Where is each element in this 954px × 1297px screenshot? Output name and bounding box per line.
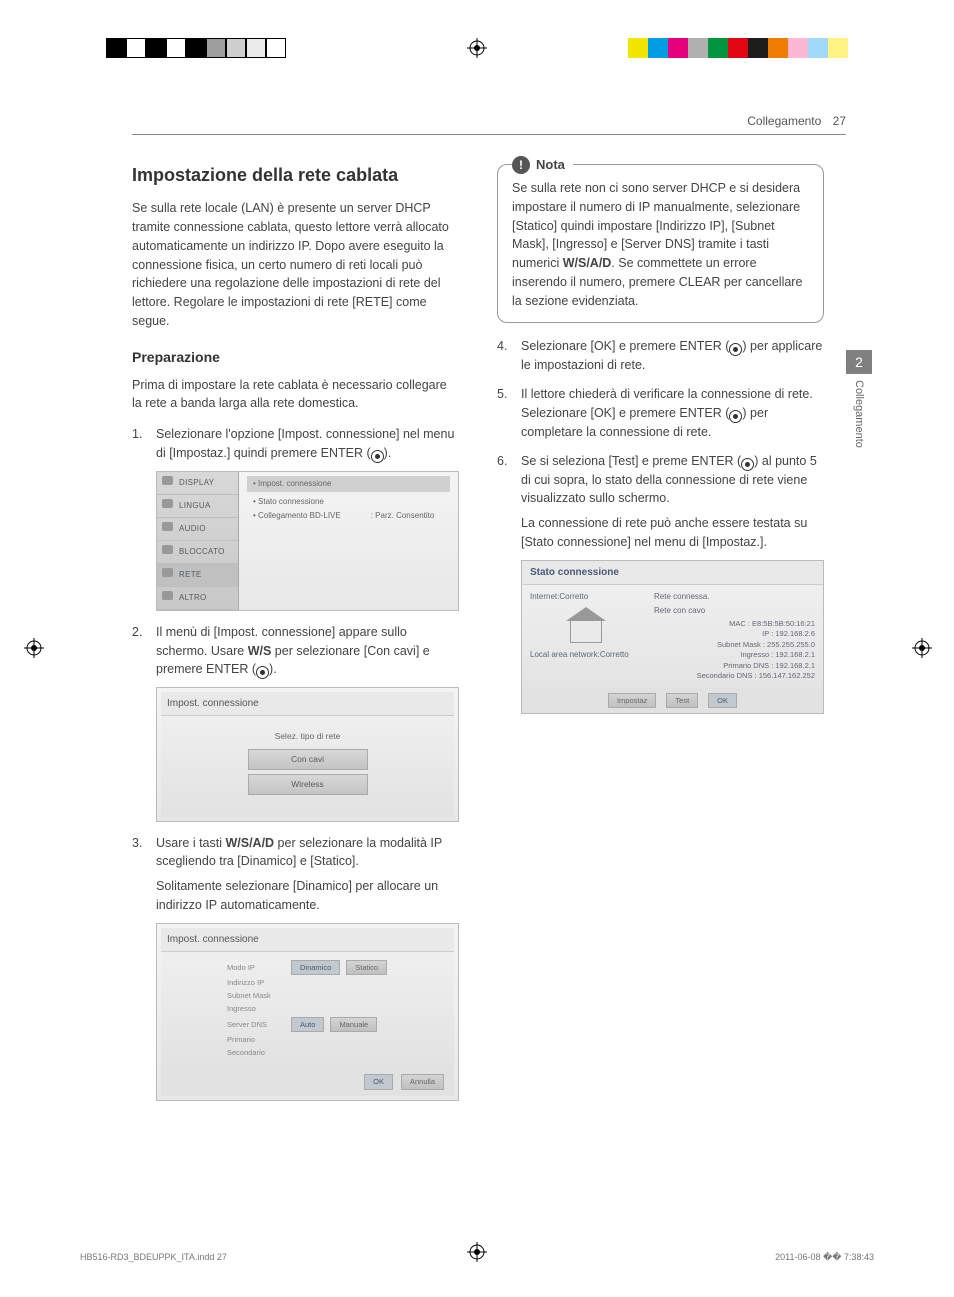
status-ip: IP : 192.168.2.6 [654, 629, 815, 640]
status-dns1: Primario DNS : 192.168.2.1 [654, 661, 815, 672]
enter-icon [729, 410, 742, 423]
reg-mark-right [912, 638, 932, 663]
print-marks [0, 38, 954, 60]
ui-dialog-caption: Selez. tipo di rete [171, 730, 444, 743]
step-3-text-a: Usare i tasti [156, 836, 225, 850]
ui-ip-decoration [171, 960, 219, 1032]
ui-settings-button: Impostaz [608, 693, 656, 708]
step-5-text-a: Il lettore chiederà di verificare la con… [521, 387, 813, 420]
ui-dialog-title: Impost. connessione [161, 692, 454, 716]
side-tab-label: Collegamento [853, 374, 865, 454]
note-box: ! Nota Se sulla rete non ci sono server … [497, 164, 824, 323]
side-tab: 2 Collegamento [846, 350, 872, 459]
ui-option-wired: Con cavi [248, 749, 368, 770]
ui-settings-menu: DISPLAYLINGUAAUDIOBLOCCATORETEALTRO • Im… [156, 471, 459, 611]
header-section: Collegamento [747, 114, 821, 128]
ui-status-right: Rete connessa. Rete con cavo MAC : E8:5B… [654, 591, 815, 682]
step-6-text-a: Se si seleziona [Test] e preme ENTER ( [521, 454, 741, 468]
ui-status-body: Internet:Corretto Local area network:Cor… [522, 585, 823, 688]
ui-status-title: Stato connessione [522, 561, 823, 585]
ui-test-button: Test [666, 693, 698, 708]
step-3: Usare i tasti W/S/A/D per selezionare la… [132, 834, 459, 1101]
steps-list-left: Selezionare l'opzione [Impost. connessio… [132, 425, 459, 1101]
prep-para: Prima di impostare la rete cablata è nec… [132, 376, 459, 414]
side-tab-number: 2 [846, 350, 872, 374]
status-dns2: Secondario DNS : 156.147.162.252 [654, 671, 815, 682]
ui-menu-content: • Impost. connessione • Stato connession… [239, 472, 458, 610]
step-1-text-b: ). [384, 446, 392, 460]
ui-cancel-button: Annulla [401, 1074, 444, 1089]
footer-left: HB516-RD3_BDEUPPK_ITA.indd 27 [80, 1252, 227, 1263]
note-badge: ! Nota [512, 155, 573, 175]
step-4: Selezionare [OK] e premere ENTER () per … [497, 337, 824, 375]
note-label: Nota [536, 155, 565, 175]
ui-dialog-body: Selez. tipo di rete Con cavi Wireless [161, 716, 454, 816]
step-6-para2: La connessione di rete può anche essere … [521, 514, 824, 552]
status-lan: Local area network:Corretto [530, 649, 640, 661]
step-1-text-a: Selezionare l'opzione [Impost. connessio… [156, 427, 454, 460]
ui-ip-footer: OK Annulla [161, 1070, 454, 1095]
reg-bars-left [106, 38, 286, 58]
enter-icon [729, 343, 742, 356]
ui-connection-status: Stato connessione Internet:Corretto Loca… [521, 560, 824, 714]
step-4-text-a: Selezionare [OK] e premere ENTER ( [521, 339, 729, 353]
arrow-icons: W/S/A/D [225, 836, 274, 850]
ui-connection-type-dialog: Impost. connessione Selez. tipo di rete … [156, 687, 459, 821]
house-icon [562, 609, 608, 643]
ui-menu-row: • Collegamento BD-LIVE : Parz. Consentito [247, 509, 450, 523]
ui-ip-body: Modo IPDinamicoStaticoIndirizzo IPSubnet… [161, 952, 454, 1071]
header-page-number: 27 [833, 114, 846, 128]
right-column: ! Nota Se sulla rete non ci sono server … [497, 164, 824, 1113]
step-2: Il menù di [Impost. connessione] appare … [132, 623, 459, 822]
status-mac: MAC : E8:5B:5B:50:16:21 [654, 619, 815, 630]
status-mask: Subnet Mask : 255.255.255.0 [654, 640, 815, 651]
ui-row-2b: : Parz. Consentito [371, 510, 435, 522]
ui-menu-row: • Stato connessione [247, 495, 450, 509]
ui-dialog-title: Impost. connessione [161, 928, 454, 952]
ui-status-footer: Impostaz Test OK [522, 688, 823, 713]
step-6: Se si seleziona [Test] e preme ENTER () … [497, 452, 824, 714]
ui-ok-button: OK [708, 693, 737, 708]
ui-ok-button: OK [364, 1074, 393, 1089]
status-line: Rete con cavo [654, 605, 815, 617]
ui-menu-hdr: • Impost. connessione [247, 476, 450, 492]
status-gateway: Ingresso : 192.168.2.1 [654, 650, 815, 661]
enter-icon [256, 666, 269, 679]
arrow-icons: W/S/A/D [563, 256, 612, 270]
ui-row-1: • Stato connessione [253, 496, 324, 508]
step-5: Il lettore chiederà di verificare la con… [497, 385, 824, 442]
ui-ip-rows: Modo IPDinamicoStaticoIndirizzo IPSubnet… [227, 960, 444, 1061]
reg-bars-right [608, 38, 848, 58]
reg-mark-left [24, 638, 44, 663]
arrow-icons: W/S [248, 644, 272, 658]
page-header: Collegamento 27 [747, 114, 846, 128]
ui-menu-sidebar: DISPLAYLINGUAAUDIOBLOCCATORETEALTRO [157, 472, 239, 610]
ui-ip-settings-dialog: Impost. connessione Modo IPDinamicoStati… [156, 923, 459, 1101]
header-rule [132, 134, 846, 135]
enter-icon [741, 458, 754, 471]
status-line: Rete connessa. [654, 591, 815, 603]
content: Impostazione della rete cablata Se sulla… [132, 164, 824, 1113]
step-2-text-c: ). [269, 662, 277, 676]
ui-option-wireless: Wireless [248, 774, 368, 795]
reg-mark-top [467, 38, 487, 63]
footer: HB516-RD3_BDEUPPK_ITA.indd 27 2011-06-08… [80, 1252, 874, 1263]
intro-para: Se sulla rete locale (LAN) è presente un… [132, 199, 459, 330]
ui-row-2a: • Collegamento BD-LIVE [253, 510, 341, 522]
subheading-prep: Preparazione [132, 347, 459, 368]
note-icon: ! [512, 156, 530, 174]
section-title: Impostazione della rete cablata [132, 164, 459, 187]
footer-right: 2011-06-08 �� 7:38:43 [775, 1252, 874, 1263]
left-column: Impostazione della rete cablata Se sulla… [132, 164, 459, 1113]
step-1: Selezionare l'opzione [Impost. connessio… [132, 425, 459, 611]
step-3-para2: Solitamente selezionare [Dinamico] per a… [156, 877, 459, 915]
enter-icon [371, 450, 384, 463]
ui-status-left: Internet:Corretto Local area network:Cor… [530, 591, 640, 682]
steps-list-right: Selezionare [OK] e premere ENTER () per … [497, 337, 824, 714]
status-internet: Internet:Corretto [530, 591, 640, 603]
